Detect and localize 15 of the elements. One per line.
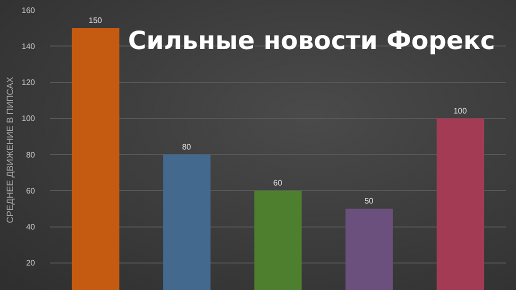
- data-label: 80: [182, 142, 192, 152]
- data-label: 100: [453, 106, 468, 116]
- y-tick-label: 100: [22, 114, 36, 124]
- y-axis-title: СРЕДНЕЕ ДВИЖЕНИЕ В ПИПСАХ: [4, 76, 15, 224]
- y-tick-label: 140: [22, 42, 36, 51]
- y-tick-label: 40: [26, 222, 36, 232]
- y-tick-label: 80: [26, 150, 36, 160]
- text: Сильные новости Форекс: [128, 26, 496, 55]
- y-tick-label: 60: [26, 186, 36, 196]
- y-tick-label: 20: [26, 258, 36, 268]
- y-tick-label: 120: [22, 78, 36, 88]
- data-label: 60: [273, 178, 283, 188]
- data-label: 50: [364, 196, 374, 206]
- data-label: 150: [88, 16, 103, 26]
- y-tick-label: 160: [22, 6, 36, 15]
